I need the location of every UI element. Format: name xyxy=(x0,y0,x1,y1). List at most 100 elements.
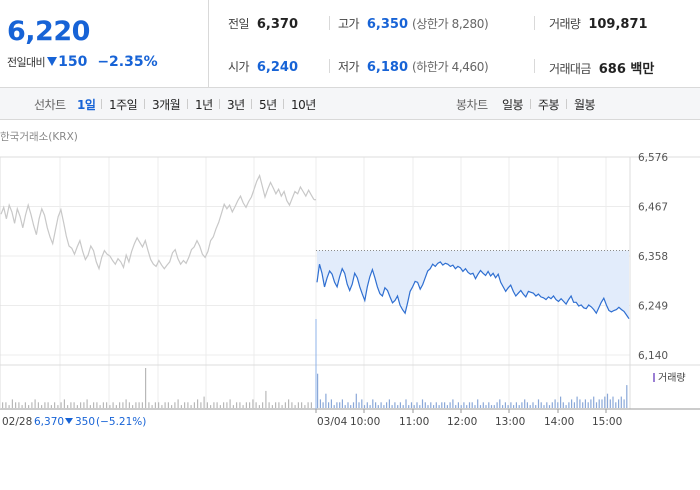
volume-bar-prev xyxy=(54,402,56,408)
volume-bar-prev xyxy=(99,405,101,408)
volume-bar-prev xyxy=(138,402,140,408)
volume-bar-prev xyxy=(203,396,205,408)
volume-bar-prev xyxy=(291,402,293,408)
volume-bar-prev xyxy=(226,402,228,408)
volume-bar-today xyxy=(526,402,528,408)
volume-bar-today xyxy=(452,399,454,408)
volume-bar-today xyxy=(383,405,385,408)
volume-bar-today xyxy=(606,393,609,408)
today-price-line xyxy=(316,261,630,320)
volume-bar-today xyxy=(427,405,429,408)
footer-change: 350 xyxy=(75,416,95,428)
volume-bar-prev xyxy=(180,405,182,408)
volume-bar-prev xyxy=(229,399,231,408)
volume-bar-prev xyxy=(122,402,124,408)
today-fill xyxy=(317,250,629,319)
volume-bar-today xyxy=(593,396,595,408)
footer-rate: (−5.21%) xyxy=(96,416,146,428)
volume-bar-prev xyxy=(301,402,303,408)
volume-bar-prev xyxy=(184,402,186,408)
high-label: 고가 xyxy=(338,17,359,31)
footer-down-arrow-icon xyxy=(65,418,73,424)
prev-close-label: 전일 xyxy=(228,17,249,31)
volume-bar-today xyxy=(573,402,575,408)
volume-bar-today xyxy=(372,399,374,408)
volume-bar-prev xyxy=(24,402,26,408)
open-value: 6,240 xyxy=(256,60,299,75)
period-tab-3y[interactable]: 3년 xyxy=(227,98,245,112)
volume-bar-today xyxy=(421,399,424,408)
volume-bar-today xyxy=(463,402,465,408)
period-tab-5y[interactable]: 5년 xyxy=(259,98,277,112)
volume-bar-today xyxy=(543,405,545,408)
volume-bar-today xyxy=(576,396,578,408)
volume-bar-prev xyxy=(206,402,208,408)
x-tick-label: 14:00 xyxy=(544,416,574,428)
change-rate: −2.35% xyxy=(97,54,158,70)
y-tick-label: 6,467 xyxy=(638,202,668,214)
volume-bar-today xyxy=(408,405,410,408)
volume-bar-today xyxy=(579,399,581,408)
volume-bar-today xyxy=(336,402,338,408)
volume-bar-prev xyxy=(167,402,169,408)
low-value: 6,180 xyxy=(366,60,409,75)
volume-bar-today xyxy=(587,402,589,408)
candle-chart-label: 봉차트 xyxy=(456,98,488,112)
volume-bar-prev xyxy=(141,402,143,408)
divider xyxy=(283,99,284,109)
volume-bar-prev xyxy=(80,402,82,408)
volume-bar-today xyxy=(366,402,368,408)
volume-bar-today xyxy=(416,402,418,408)
volume-bar-today xyxy=(477,399,479,408)
volume-bar-prev xyxy=(171,405,173,408)
volume-bar-prev xyxy=(284,402,286,408)
volume-bar-prev xyxy=(83,402,85,408)
volume-value: 109,871 xyxy=(588,17,648,32)
volume-bar-prev xyxy=(57,405,59,408)
volume-bar-today xyxy=(493,405,495,408)
volume-bar-prev xyxy=(109,405,111,408)
period-tab-1y[interactable]: 1년 xyxy=(195,98,213,112)
volume-cell: 거래량 109,871 xyxy=(549,15,648,32)
period-selector: 선차트 1일 1주일 3개월 1년 3년 5년 10년 봉차트 일봉 주봉 월봉 xyxy=(0,88,700,120)
volume-bar-today xyxy=(322,402,324,408)
period-tab-3m[interactable]: 3개월 xyxy=(152,98,181,112)
period-tab-1w[interactable]: 1주일 xyxy=(109,98,138,112)
change-label: 전일대비 xyxy=(7,56,46,69)
candle-tab-daily[interactable]: 일봉 xyxy=(502,98,524,112)
volume-bar-prev xyxy=(67,405,69,408)
high-cell: 고가 6,350 (상한가 8,280) xyxy=(338,15,489,32)
volume-bar-today xyxy=(485,405,487,408)
volume-bar-prev xyxy=(177,399,179,408)
volume-bar-prev xyxy=(252,399,254,408)
volume-bar-prev xyxy=(31,402,33,408)
volume-bar-today xyxy=(623,399,625,408)
candle-tab-weekly[interactable]: 주봉 xyxy=(538,98,560,112)
x-tick-label: 15:00 xyxy=(592,416,622,428)
period-tab-1d[interactable]: 1일 xyxy=(77,98,96,112)
volume-bar-today xyxy=(620,396,622,408)
volume-bar-today xyxy=(391,405,393,408)
volume-bar-today xyxy=(361,399,363,408)
change-row: 전일대비 150 −2.35% xyxy=(7,54,158,70)
volume-bar-today xyxy=(537,399,540,408)
volume-bar-prev xyxy=(132,405,134,408)
divider xyxy=(251,99,252,109)
volume-bar-today xyxy=(590,399,592,408)
volume-bar-today xyxy=(612,396,614,408)
volume-bar-today xyxy=(441,402,443,408)
divider xyxy=(534,59,535,73)
volume-bar-today xyxy=(369,405,371,408)
volume-bar-prev xyxy=(281,405,283,408)
volume-bar-today xyxy=(466,405,468,408)
amount-value: 686 백만 xyxy=(598,62,655,77)
volume-bar-prev xyxy=(197,399,199,408)
volume-bar-prev xyxy=(44,402,46,408)
open-label: 시가 xyxy=(228,60,249,74)
volume-bar-today xyxy=(479,405,482,408)
volume-bar-today xyxy=(410,402,413,408)
volume-bar-prev xyxy=(307,402,309,408)
candle-tab-monthly[interactable]: 월봉 xyxy=(574,98,596,112)
low-label: 저가 xyxy=(338,60,359,74)
period-tab-10y[interactable]: 10년 xyxy=(291,98,316,112)
